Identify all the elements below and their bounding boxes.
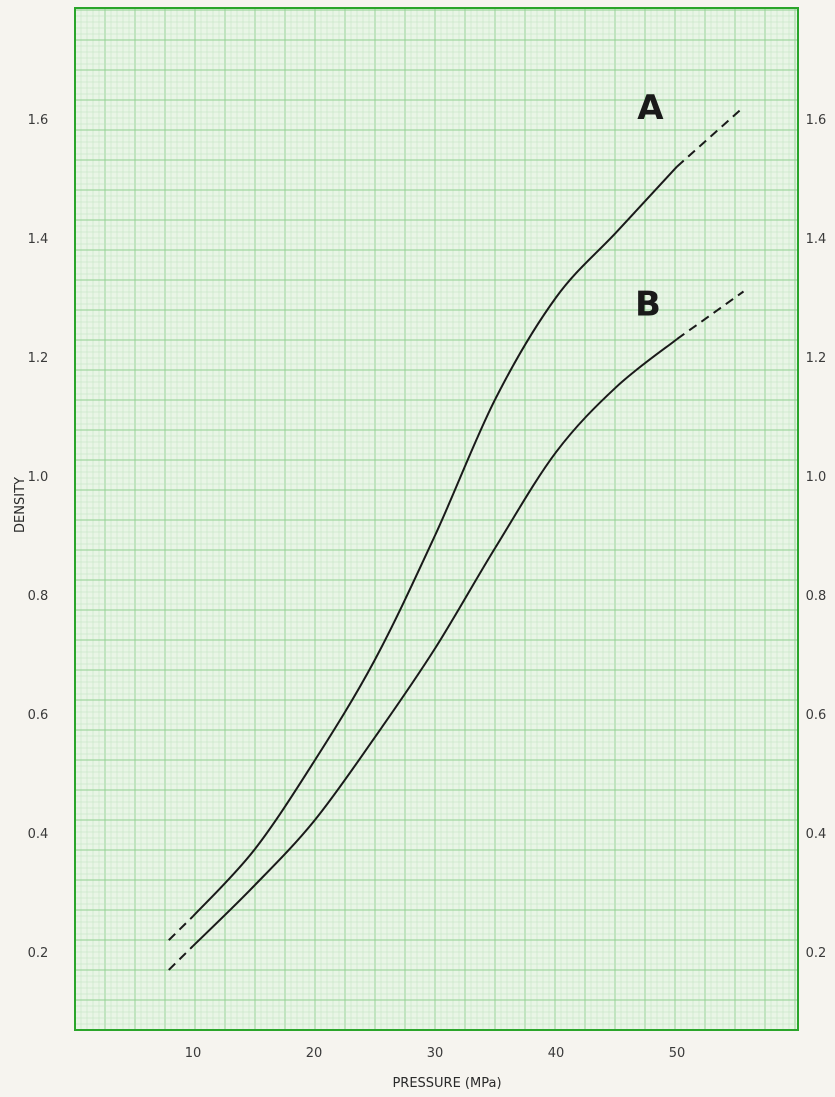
y-tick-label-left: 1.0 — [28, 470, 49, 485]
y-tick-label-right: 0.8 — [806, 589, 827, 604]
series-b-label: B — [635, 284, 661, 324]
x-tick-label: 40 — [548, 1046, 565, 1061]
y-tick-label-left: 0.4 — [28, 827, 49, 842]
y-tick-label-right: 0.4 — [806, 827, 827, 842]
y-axis-title: DENSITY — [13, 477, 28, 533]
series-layer: AB — [168, 88, 745, 971]
y-tick-label-right: 1.6 — [806, 113, 827, 128]
x-tick-label: 30 — [427, 1046, 444, 1061]
y-tick-label-right: 1.0 — [806, 470, 827, 485]
series-a-line — [192, 165, 678, 917]
y-tick-label-left: 1.4 — [28, 232, 49, 247]
series-a-dashed-start — [168, 915, 194, 941]
series-a-label: A — [637, 88, 664, 128]
tick-labels: 0.2 0.2 0.4 0.4 0.6 0.6 0.8 0.8 1.0 1.0 1.2 1.2 1.4 1… — [28, 113, 827, 1061]
y-tick-label-left: 0.6 — [28, 708, 49, 723]
y-tick-label-left: 1.6 — [28, 113, 49, 128]
x-tick-label: 10 — [185, 1046, 202, 1061]
series-b-dashed-end — [676, 290, 745, 340]
plot-background — [75, 8, 798, 1030]
x-axis-title: PRESSURE (MPa) — [392, 1076, 501, 1091]
y-tick-label-right: 0.6 — [806, 708, 827, 723]
x-tick-label: 20 — [306, 1046, 323, 1061]
series-b-line — [192, 338, 678, 947]
grid — [74, 8, 798, 1031]
y-tick-label-right: 1.4 — [806, 232, 827, 247]
y-tick-label-left: 1.2 — [28, 351, 49, 366]
plot-frame — [74, 7, 799, 1031]
x-tick-label: 50 — [669, 1046, 686, 1061]
y-tick-label-right: 0.2 — [806, 946, 827, 961]
y-tick-label-left: 0.2 — [28, 946, 49, 961]
y-tick-label-left: 0.8 — [28, 589, 49, 604]
y-tick-label-right: 1.2 — [806, 351, 827, 366]
series-b-dashed-start — [168, 945, 194, 971]
